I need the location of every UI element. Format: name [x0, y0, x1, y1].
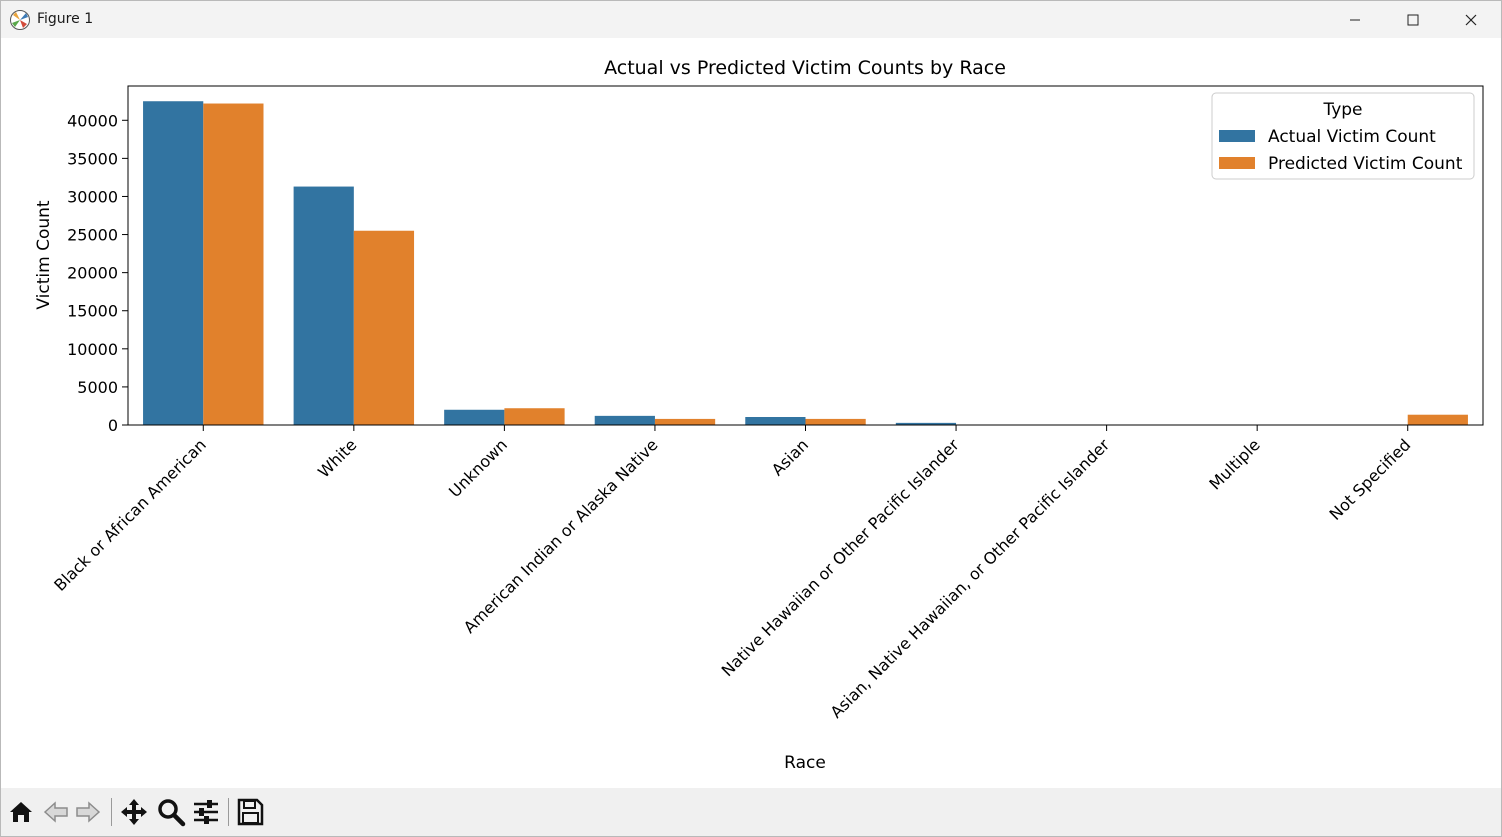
x-tick-label: Unknown	[445, 435, 511, 501]
legend-swatch-predicted	[1219, 157, 1255, 169]
magnifier-icon	[158, 799, 186, 827]
bar-predicted	[353, 230, 415, 425]
close-button[interactable]	[1442, 1, 1500, 38]
y-tick-label: 0	[108, 416, 118, 435]
bar-actual	[895, 422, 957, 425]
legend-label-actual: Actual Victim Count	[1268, 127, 1436, 147]
legend-title: Type	[1322, 100, 1362, 120]
bar-actual	[293, 186, 354, 425]
bar-predicted	[654, 418, 716, 425]
x-tick-label: Asian	[768, 435, 812, 479]
x-tick-label: Not Specified	[1326, 435, 1415, 524]
x-tick-label: Native Hawaiian or Other Pacific Islande…	[718, 435, 963, 680]
matplotlib-app-icon	[9, 9, 31, 31]
save-button[interactable]	[233, 794, 267, 830]
x-axis: Black or African American White UnknownAme…	[50, 425, 1414, 722]
zoom-button[interactable]	[154, 794, 188, 830]
bar-predicted	[1407, 414, 1468, 425]
bar-actual	[745, 417, 806, 425]
move-icon	[121, 799, 147, 825]
y-tick-label: 15000	[67, 302, 118, 321]
x-tick-label: Asian, Native Hawaiian, or Other Pacific…	[827, 435, 1114, 722]
home-button[interactable]	[4, 794, 38, 830]
y-tick-label: 5000	[77, 378, 118, 397]
y-tick-label: 40000	[67, 111, 118, 130]
legend: Type Actual Victim Count Predicted Victi…	[1211, 92, 1475, 180]
window-title: Figure 1	[37, 11, 94, 27]
bar-actual	[143, 101, 204, 425]
legend-box	[1211, 92, 1475, 180]
bar-predicted	[805, 418, 866, 425]
navigation-toolbar	[1, 788, 1501, 836]
title-bar: Figure 1	[1, 1, 1501, 38]
x-tick-label: White	[314, 435, 360, 481]
y-tick-label: 30000	[67, 187, 118, 206]
y-axis: 0 5000 10000 15000 20000 25000 30000 35000 40000	[67, 111, 128, 435]
chart-title: Actual vs Predicted Victim Counts by Rac…	[604, 57, 1006, 79]
bar-predicted	[504, 408, 565, 425]
y-tick-label: 10000	[67, 340, 118, 359]
configure-subplots-button[interactable]	[189, 794, 223, 830]
bar-predicted	[203, 103, 264, 425]
y-axis-label: Victim Count	[34, 200, 54, 309]
x-tick-label: Black or African American	[50, 435, 210, 595]
back-button[interactable]	[39, 794, 73, 830]
y-tick-label: 25000	[67, 226, 118, 245]
maximize-icon	[1407, 14, 1419, 25]
legend-swatch-actual	[1219, 130, 1255, 142]
bars-layer	[143, 101, 1468, 425]
y-tick-label: 20000	[67, 264, 118, 283]
forward-button[interactable]	[71, 794, 105, 830]
sliders-icon	[194, 800, 218, 824]
minimize-icon	[1350, 19, 1360, 20]
bar-actual	[444, 409, 505, 425]
legend-label-predicted: Predicted Victim Count	[1268, 154, 1463, 174]
home-icon	[10, 802, 32, 822]
toolbar-separator	[228, 798, 229, 826]
bar-actual	[594, 415, 655, 425]
minimize-button[interactable]	[1326, 1, 1384, 38]
close-icon	[1465, 14, 1477, 25]
arrow-left-icon	[43, 801, 68, 823]
toolbar-separator	[111, 798, 112, 826]
figure-canvas: Actual vs Predicted Victim Counts by Rac…	[34, 57, 1484, 773]
x-axis-label: Race	[784, 753, 826, 773]
arrow-right-icon	[76, 801, 101, 823]
y-tick-label: 35000	[67, 149, 118, 168]
pan-button[interactable]	[117, 794, 151, 830]
floppy-disk-icon	[237, 798, 264, 826]
maximize-button[interactable]	[1384, 1, 1442, 38]
x-tick-label: Multiple	[1205, 435, 1263, 493]
